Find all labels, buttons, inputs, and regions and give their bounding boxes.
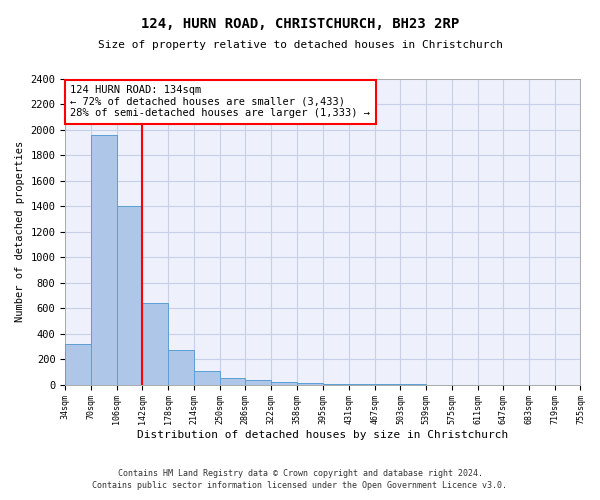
Bar [194, 372, 220, 384]
Text: Contains public sector information licensed under the Open Government Licence v3: Contains public sector information licen… [92, 481, 508, 490]
Text: Size of property relative to detached houses in Christchurch: Size of property relative to detached ho… [97, 40, 503, 50]
Bar [168, 350, 194, 384]
Bar [65, 344, 91, 385]
X-axis label: Distribution of detached houses by size in Christchurch: Distribution of detached houses by size … [137, 430, 509, 440]
Bar [271, 382, 297, 384]
Bar [245, 380, 271, 384]
Text: Contains HM Land Registry data © Crown copyright and database right 2024.: Contains HM Land Registry data © Crown c… [118, 468, 482, 477]
Bar [142, 302, 168, 384]
Bar [220, 378, 245, 384]
Text: 124 HURN ROAD: 134sqm
← 72% of detached houses are smaller (3,433)
28% of semi-d: 124 HURN ROAD: 134sqm ← 72% of detached … [70, 85, 370, 118]
Y-axis label: Number of detached properties: Number of detached properties [15, 141, 25, 322]
Text: 124, HURN ROAD, CHRISTCHURCH, BH23 2RP: 124, HURN ROAD, CHRISTCHURCH, BH23 2RP [141, 18, 459, 32]
Bar [91, 135, 117, 384]
Bar [117, 206, 142, 384]
